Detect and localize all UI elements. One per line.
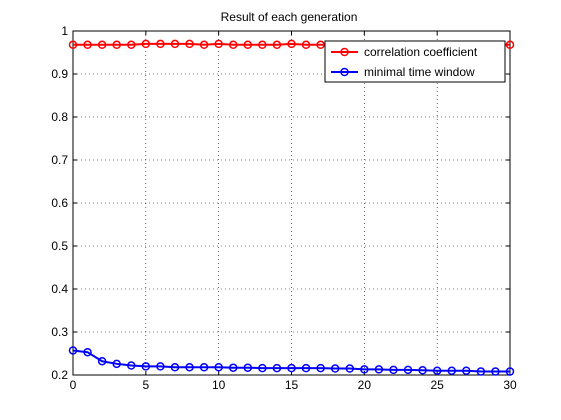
data-point — [228, 363, 238, 372]
data-point — [141, 39, 151, 49]
data-point — [360, 365, 369, 374]
data-point — [214, 39, 223, 49]
y-tick-label: 0.9 — [51, 67, 68, 81]
legend-label: correlation coefficient — [364, 45, 478, 59]
data-point — [432, 366, 442, 375]
legend: correlation coefficient minimal time wind… — [324, 40, 506, 83]
data-point — [301, 40, 311, 50]
legend-items: correlation coefficient minimal time wind… — [331, 45, 478, 79]
data-point — [156, 39, 165, 49]
data-point — [462, 366, 471, 375]
x-tick-label: 5 — [142, 378, 149, 392]
data-point — [476, 367, 486, 376]
data-point — [185, 363, 194, 372]
legend-marker — [340, 47, 349, 57]
data-point — [97, 356, 107, 366]
x-tick-label: 25 — [430, 378, 444, 392]
axis-ticks: 0 5 10 15 20 25 30 0.2 0.3 0.4 0.5 0.6 0.7 0.8 0.9 1 — [51, 24, 517, 392]
data-point — [156, 362, 165, 371]
data-point — [68, 40, 78, 50]
data-point — [199, 363, 209, 372]
data-point — [272, 40, 282, 50]
data-point — [287, 39, 296, 49]
data-point — [316, 363, 325, 373]
y-tick-label: 0.3 — [51, 325, 68, 339]
y-tick-label: 0.8 — [51, 110, 68, 124]
legend-entry: correlation coefficient — [331, 45, 478, 59]
data-point — [418, 366, 427, 375]
data-point — [316, 40, 325, 50]
data-point — [83, 40, 92, 50]
data-point — [170, 39, 180, 49]
data-point — [112, 40, 121, 50]
data-point — [68, 346, 78, 355]
data-point — [112, 359, 121, 369]
y-tick-label: 0.7 — [51, 153, 68, 167]
data-point — [330, 364, 340, 373]
legend-marker — [340, 67, 349, 77]
data-point — [127, 361, 136, 370]
data-point — [243, 363, 253, 372]
data-point — [258, 363, 267, 373]
data-point — [301, 363, 311, 373]
legend-entry: minimal time window — [331, 65, 475, 79]
x-tick-label: 0 — [70, 378, 77, 392]
data-point — [389, 365, 398, 375]
data-point — [403, 365, 413, 375]
data-point — [127, 40, 136, 50]
data-point — [272, 363, 282, 373]
data-point — [345, 364, 355, 373]
data-point — [199, 40, 209, 50]
series-2 — [68, 346, 515, 376]
data-point — [287, 363, 296, 373]
data-point — [447, 366, 456, 375]
data-point — [170, 363, 180, 372]
data-point — [505, 40, 515, 50]
data-point — [505, 367, 515, 376]
series-line — [72, 349, 510, 373]
legend-label: minimal time window — [364, 65, 475, 79]
data-point — [374, 365, 384, 374]
data-point — [97, 40, 107, 50]
y-tick-label: 0.2 — [51, 368, 68, 382]
data-point — [141, 362, 151, 371]
x-tick-label: 10 — [212, 378, 226, 392]
data-point — [228, 40, 238, 50]
x-tick-label: 15 — [285, 378, 299, 392]
data-point — [185, 39, 194, 49]
grid — [73, 31, 510, 375]
data-point — [258, 40, 267, 50]
data-point — [214, 363, 223, 372]
y-tick-label: 0.4 — [51, 282, 68, 296]
y-tick-label: 0.5 — [51, 239, 68, 253]
chart-title: Result of each generation — [221, 10, 358, 24]
y-tick-label: 1 — [61, 24, 68, 38]
x-tick-label: 30 — [503, 378, 517, 392]
legend-box — [324, 40, 506, 83]
data-point — [83, 347, 92, 357]
x-tick-label: 20 — [358, 378, 372, 392]
data-point — [491, 367, 500, 376]
data-point — [243, 40, 253, 50]
y-tick-label: 0.6 — [51, 196, 68, 210]
